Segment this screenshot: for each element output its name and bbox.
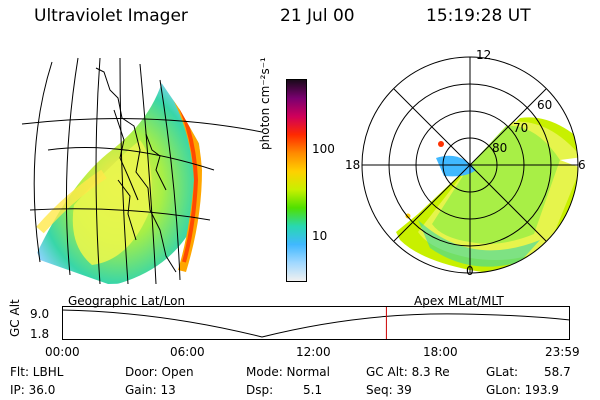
dsp-label: Dsp: xyxy=(246,383,274,397)
lat-label-70: 70 xyxy=(513,121,529,135)
geographic-image xyxy=(21,57,262,285)
door-status: Door: Open xyxy=(125,365,194,379)
polar-plot xyxy=(361,56,579,274)
altitude-timeline xyxy=(62,306,571,340)
x-tick-0600: 06:00 xyxy=(170,345,205,359)
x-tick-0000: 00:00 xyxy=(45,345,80,359)
colorbar xyxy=(286,79,307,282)
y-tick-9: 9.0 xyxy=(30,307,50,321)
apex-label: Apex MLat/MLT xyxy=(414,294,504,308)
y-tick-1-8: 1.8 xyxy=(30,327,50,341)
gc-alt-status: GC Alt: 8.3 Re xyxy=(366,365,450,379)
colorbar-tick-10: 10 xyxy=(312,229,328,243)
mlt-label-0: 0 xyxy=(466,264,474,278)
lat-label-80: 80 xyxy=(492,141,508,155)
geographic-label: Geographic Lat/Lon xyxy=(68,294,186,308)
mlt-label-6: 6 xyxy=(578,158,586,172)
glat-value: 58.7 xyxy=(544,365,571,379)
x-tick-1800: 18:00 xyxy=(423,345,458,359)
time-label: 15:19:28 UT xyxy=(426,6,531,26)
instrument-title: Ultraviolet Imager xyxy=(34,6,188,26)
glat-label: GLat: xyxy=(486,365,519,379)
colorbar-tick-100: 100 xyxy=(312,142,335,156)
dsp-value: 5.1 xyxy=(303,383,323,397)
x-tick-1200: 12:00 xyxy=(296,345,331,359)
seq-status: Seq: 39 xyxy=(366,383,412,397)
mlt-label-12: 12 xyxy=(476,48,492,62)
gc-alt-axis-label: GC Alt xyxy=(8,299,22,337)
glon-status: GLon: 193.9 xyxy=(486,383,559,397)
lat-label-60: 60 xyxy=(537,98,553,112)
mlt-label-18: 18 xyxy=(345,158,361,172)
x-tick-2359: 23:59 xyxy=(545,345,580,359)
colorbar-unit-label: photon cm⁻²s⁻¹ xyxy=(258,57,272,150)
ip-status: IP: 36.0 xyxy=(10,383,56,397)
gain-status: Gain: 13 xyxy=(125,383,176,397)
filter-status: Flt: LBHL xyxy=(10,365,64,379)
date-label: 21 Jul 00 xyxy=(280,6,355,26)
mode-status: Mode: Normal xyxy=(246,365,330,379)
